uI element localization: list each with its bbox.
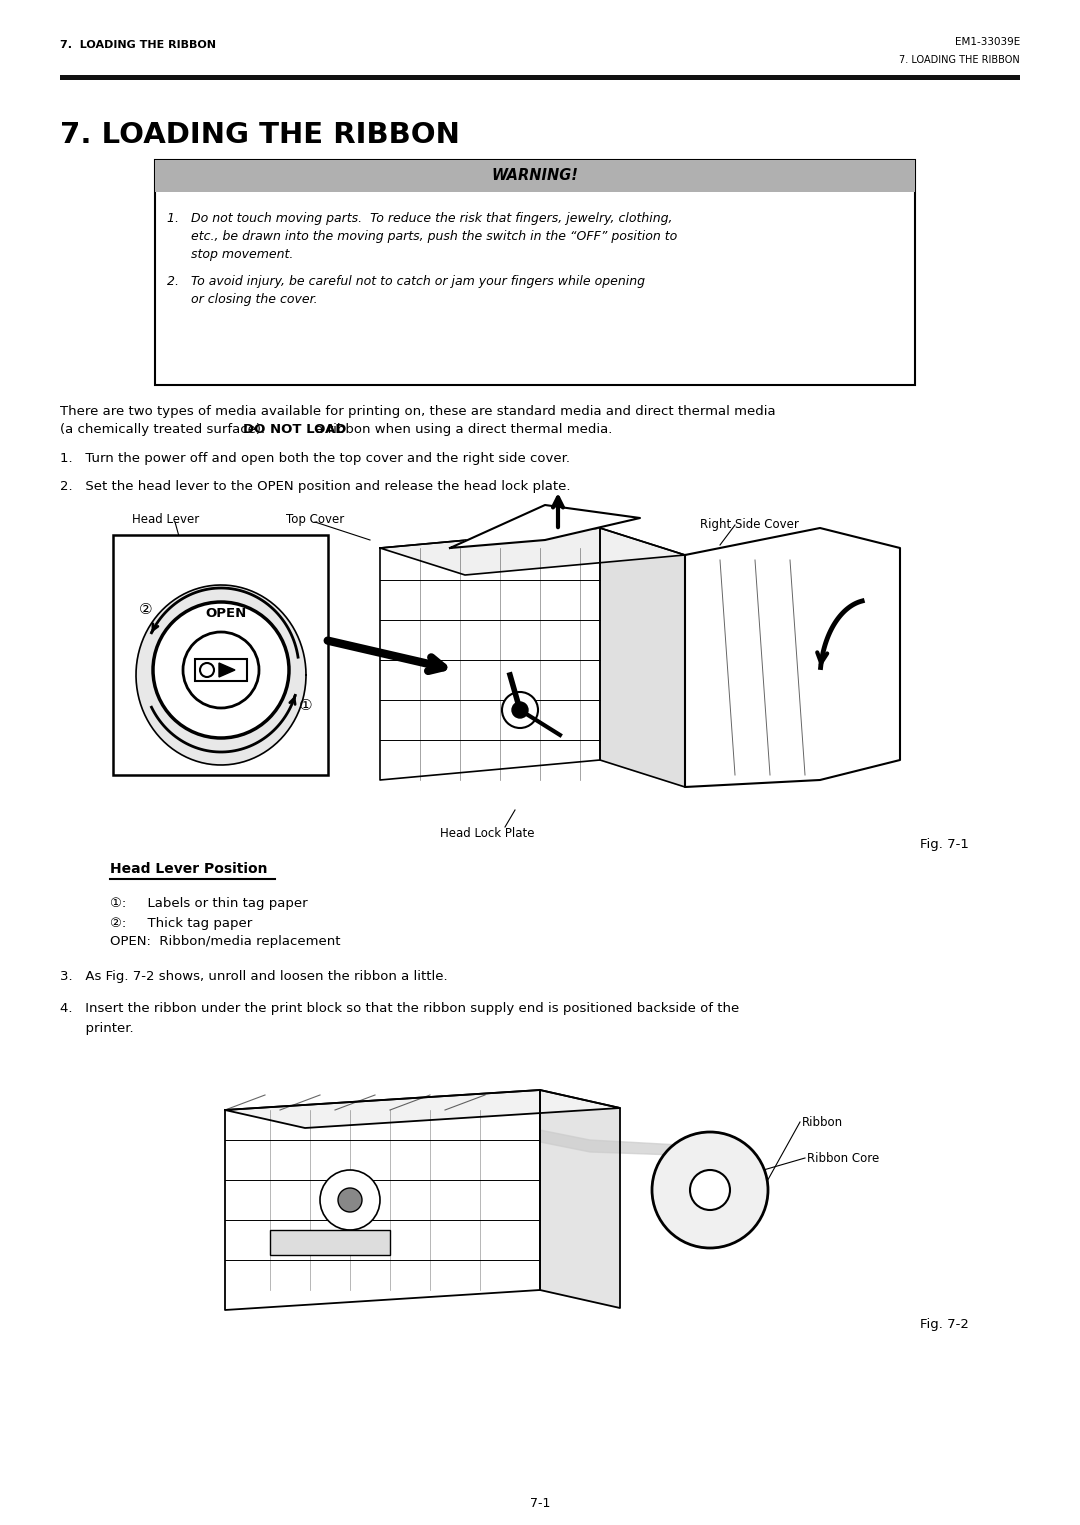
Text: ①:     Labels or thin tag paper: ①: Labels or thin tag paper <box>110 897 308 910</box>
Text: 7. LOADING THE RIBBON: 7. LOADING THE RIBBON <box>60 120 460 149</box>
Circle shape <box>153 602 289 738</box>
Circle shape <box>502 692 538 727</box>
Text: Head Lever: Head Lever <box>132 512 199 526</box>
Text: OPEN:  Ribbon/media replacement: OPEN: Ribbon/media replacement <box>110 935 340 949</box>
Polygon shape <box>136 586 306 766</box>
Circle shape <box>200 663 214 677</box>
Text: Fig. 7-2: Fig. 7-2 <box>920 1318 969 1331</box>
Text: or closing the cover.: or closing the cover. <box>167 293 318 307</box>
Text: etc., be drawn into the moving parts, push the switch in the “OFF” position to: etc., be drawn into the moving parts, pu… <box>167 230 677 242</box>
Text: 7.  LOADING THE RIBBON: 7. LOADING THE RIBBON <box>60 40 216 50</box>
Text: 3.   As Fig. 7-2 shows, unroll and loosen the ribbon a little.: 3. As Fig. 7-2 shows, unroll and loosen … <box>60 970 447 984</box>
Bar <box>113 535 328 775</box>
Text: 1.   Turn the power off and open both the top cover and the right side cover.: 1. Turn the power off and open both the … <box>60 451 570 465</box>
Text: EM1-33039E: EM1-33039E <box>955 37 1020 47</box>
Circle shape <box>183 631 259 708</box>
Bar <box>156 160 915 384</box>
Text: ②: ② <box>139 602 152 618</box>
Text: Head Lock Plate: Head Lock Plate <box>440 827 535 840</box>
Text: Ribbon: Ribbon <box>802 1116 843 1128</box>
Text: 7. LOADING THE RIBBON: 7. LOADING THE RIBBON <box>900 55 1020 66</box>
Bar <box>60 75 1020 79</box>
Bar <box>195 659 247 682</box>
Polygon shape <box>380 528 600 779</box>
Circle shape <box>320 1170 380 1231</box>
Polygon shape <box>540 1090 620 1308</box>
Circle shape <box>652 1132 768 1247</box>
Text: 2.   Set the head lever to the OPEN position and release the head lock plate.: 2. Set the head lever to the OPEN positi… <box>60 480 570 493</box>
Polygon shape <box>540 1130 680 1154</box>
Text: Head Lever Position: Head Lever Position <box>110 862 268 875</box>
Text: 7-1: 7-1 <box>530 1498 550 1510</box>
Text: There are two types of media available for printing on, these are standard media: There are two types of media available f… <box>60 406 775 418</box>
Text: 4.   Insert the ribbon under the print block so that the ribbon supply end is po: 4. Insert the ribbon under the print blo… <box>60 1002 739 1016</box>
Polygon shape <box>219 663 235 677</box>
Text: ①: ① <box>299 697 313 712</box>
Bar <box>270 1231 390 1255</box>
Text: Fig. 7-1: Fig. 7-1 <box>920 839 969 851</box>
Text: OPEN: OPEN <box>205 607 246 621</box>
Text: 2.   To avoid injury, be careful not to catch or jam your fingers while opening: 2. To avoid injury, be careful not to ca… <box>167 274 645 288</box>
Text: WARNING!: WARNING! <box>491 168 579 183</box>
Polygon shape <box>380 528 685 575</box>
Text: (a chemically treated surface).: (a chemically treated surface). <box>60 422 273 436</box>
Text: Right Side Cover: Right Side Cover <box>700 518 799 531</box>
Polygon shape <box>450 505 640 547</box>
Circle shape <box>512 702 528 718</box>
Text: a ribbon when using a direct thermal media.: a ribbon when using a direct thermal med… <box>311 422 612 436</box>
Polygon shape <box>600 528 685 787</box>
Polygon shape <box>685 528 900 787</box>
Bar <box>156 160 915 192</box>
Text: Ribbon Core: Ribbon Core <box>807 1151 879 1165</box>
Text: printer.: printer. <box>60 1022 134 1035</box>
Text: 1.   Do not touch moving parts.  To reduce the risk that fingers, jewelry, cloth: 1. Do not touch moving parts. To reduce … <box>167 212 673 226</box>
Polygon shape <box>225 1090 620 1128</box>
Text: stop movement.: stop movement. <box>167 249 294 261</box>
Circle shape <box>338 1188 362 1212</box>
Text: ②:     Thick tag paper: ②: Thick tag paper <box>110 917 253 930</box>
Circle shape <box>690 1170 730 1209</box>
Text: Top Cover: Top Cover <box>286 512 345 526</box>
Polygon shape <box>225 1090 540 1310</box>
Text: DO NOT LOAD: DO NOT LOAD <box>243 422 347 436</box>
